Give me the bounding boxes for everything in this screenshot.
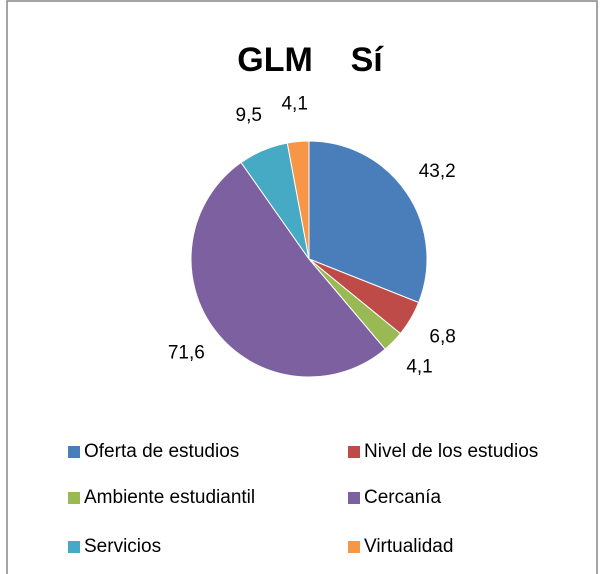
legend-swatch [68,492,80,504]
legend-swatch [68,446,80,458]
chart-title: GLM Sí [237,41,384,79]
legend-swatch [348,446,360,458]
pie-slice [286,140,310,260]
data-label: 71,6 [168,343,205,364]
legend-label: Servicios [84,536,161,557]
data-label: 43,2 [419,161,456,182]
pie-slice [190,161,386,378]
legend-label: Oferta de estudios [84,441,239,462]
data-label: 4,1 [406,357,432,378]
legend-label: Ambiente estudiantil [84,487,255,508]
legend-label: Virtualidad [364,536,453,557]
legend-label: Cercanía [364,487,442,508]
pie-slice [308,140,428,304]
data-label: 9,5 [236,105,262,126]
chart-border [6,0,598,574]
legend-swatch [348,492,360,504]
data-label: 4,1 [281,94,307,115]
data-label: 6,8 [429,327,455,348]
legend-swatch [68,541,80,553]
legend-swatch [348,541,360,553]
legend-label: Nivel de los estudios [364,441,538,462]
